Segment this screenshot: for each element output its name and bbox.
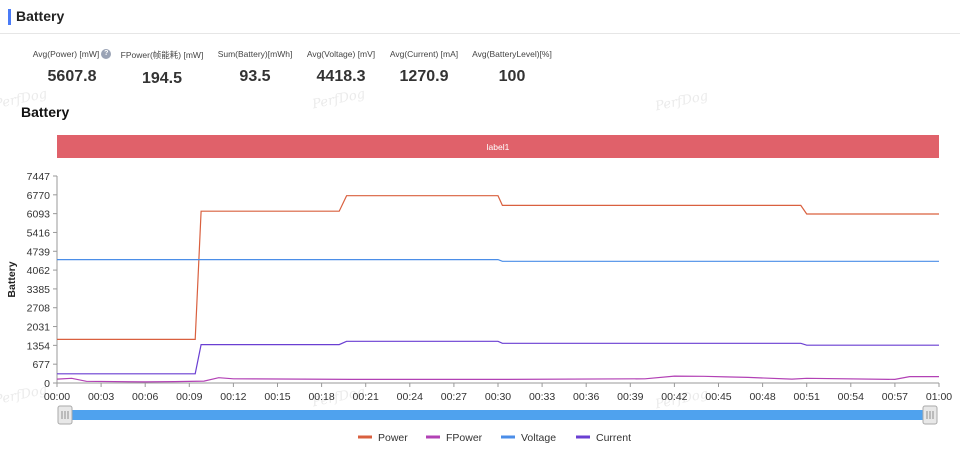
x-tick-label: 00:33 (529, 391, 555, 403)
y-tick-label: 6093 (27, 209, 51, 221)
stat-sum-battery: Sum(Battery)[mWh] 93.5 (205, 49, 305, 86)
legend-label-current[interactable]: Current (596, 432, 631, 444)
x-tick-label: 00:03 (88, 391, 114, 403)
y-tick-label: 4739 (27, 246, 51, 258)
y-tick-label: 0 (44, 378, 50, 390)
x-tick-label: 00:06 (132, 391, 158, 403)
stat-label: FPower(帧能耗) [mW] (120, 50, 204, 60)
stat-value: 1270.9 (399, 68, 449, 85)
stat-avg-current: Avg(Current) [mA] 1270.9 (374, 49, 474, 86)
series-line-current (57, 340, 939, 375)
stat-label: Avg(BatteryLevel)[%] (472, 49, 552, 59)
stat-value: 194.5 (141, 70, 183, 87)
label-band-text: label1 (487, 142, 510, 152)
stat-fpower: FPower(帧能耗) [mW] 194.5 (112, 49, 212, 88)
stat-value: 100 (498, 68, 526, 85)
label-band[interactable] (57, 135, 939, 158)
series-line-voltage (57, 259, 939, 262)
series-line-fpower (56, 375, 939, 383)
stat-avg-battery-level: Avg(BatteryLevel)[%] 100 (462, 49, 562, 86)
legend-label-fpower[interactable]: FPower (446, 432, 483, 444)
page-title: Battery (16, 8, 65, 24)
x-tick-label: 00:12 (220, 391, 246, 403)
stat-avg-voltage: Avg(Voltage) [mV] 4418.3 (291, 49, 391, 86)
x-tick-label: 00:48 (749, 391, 775, 403)
series-line-power (57, 195, 939, 340)
x-tick-label: 00:15 (264, 391, 290, 403)
zoom-slider-track[interactable] (64, 410, 932, 420)
stat-value: 93.5 (239, 68, 271, 85)
y-axis-title: Battery (6, 261, 18, 297)
x-tick-label: 00:54 (838, 391, 864, 403)
x-tick-label: 00:51 (794, 391, 820, 403)
stat-value: 4418.3 (316, 68, 366, 85)
help-icon[interactable]: ? (101, 49, 112, 59)
x-tick-label: 00:21 (353, 391, 379, 403)
stat-avg-power: Avg(Power) [mW]? 5607.8 (22, 49, 122, 86)
x-tick-label: 00:39 (617, 391, 643, 403)
x-tick-label: 00:24 (397, 391, 423, 403)
stat-value: 5607.8 (47, 68, 97, 85)
x-tick-label: 00:42 (661, 391, 687, 403)
x-tick-label: 01:00 (926, 391, 952, 403)
header-accent-bar (8, 9, 11, 25)
y-tick-label: 1354 (27, 340, 51, 352)
x-tick-label: 00:09 (176, 391, 202, 403)
y-tick-label: 7447 (27, 171, 51, 183)
y-tick-label: 4062 (27, 265, 51, 277)
legend-label-voltage[interactable]: Voltage (521, 432, 556, 444)
legend-label-power[interactable]: Power (378, 432, 408, 444)
y-tick-label: 5416 (27, 227, 51, 239)
chart-section-title: Battery (21, 104, 70, 120)
stat-label: Avg(Power) [mW] (32, 49, 100, 59)
y-tick-label: 3385 (27, 284, 51, 296)
x-tick-label: 00:18 (308, 391, 334, 403)
y-tick-label: 6770 (27, 190, 51, 202)
y-tick-label: 677 (32, 359, 50, 371)
x-tick-label: 00:00 (44, 391, 70, 403)
y-tick-label: 2031 (27, 322, 51, 334)
x-tick-label: 00:30 (485, 391, 511, 403)
x-tick-label: 00:57 (882, 391, 908, 403)
stat-label: Avg(Current) [mA] (389, 49, 459, 59)
stat-label: Sum(Battery)[mWh] (217, 49, 293, 59)
x-tick-label: 00:27 (441, 391, 467, 403)
y-tick-label: 2708 (27, 303, 51, 315)
x-tick-label: 00:36 (573, 391, 599, 403)
stat-label: Avg(Voltage) [mV] (306, 49, 376, 59)
page-header: Battery (0, 0, 960, 34)
x-tick-label: 00:45 (705, 391, 731, 403)
